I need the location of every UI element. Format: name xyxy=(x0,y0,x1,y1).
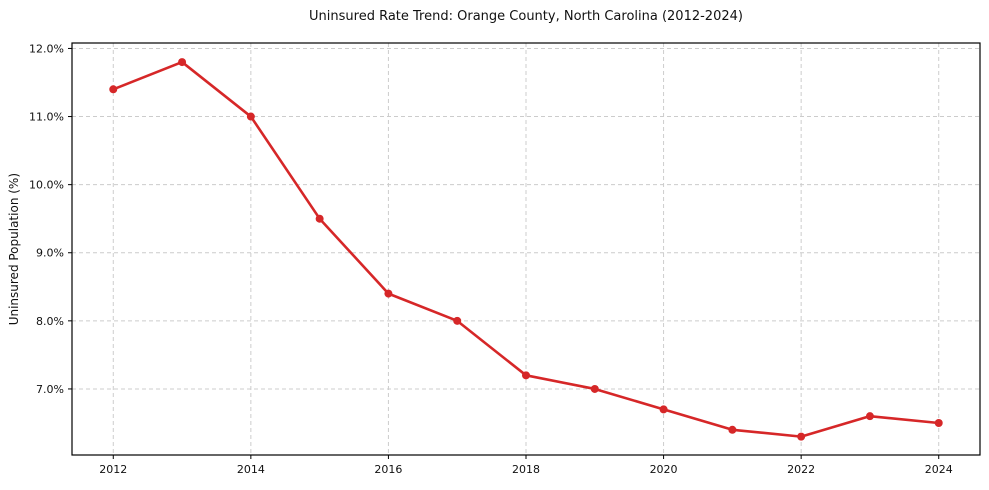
data-point-marker xyxy=(728,425,737,434)
x-axis-tick-label: 2024 xyxy=(925,463,953,476)
x-axis-tick-label: 2020 xyxy=(650,463,678,476)
data-point-marker xyxy=(178,58,187,67)
x-axis-tick-label: 2022 xyxy=(787,463,815,476)
data-point-marker xyxy=(590,384,599,393)
y-axis-tick-label: 12.0% xyxy=(29,42,64,55)
data-point-marker xyxy=(659,405,668,414)
data-point-marker xyxy=(109,85,118,94)
y-axis-tick-label: 9.0% xyxy=(36,247,64,260)
y-axis-tick-label: 8.0% xyxy=(36,315,64,328)
x-axis-tick-label: 2016 xyxy=(374,463,402,476)
data-point-marker xyxy=(315,214,324,223)
x-axis-tick-label: 2012 xyxy=(99,463,127,476)
x-axis-tick-label: 2018 xyxy=(512,463,540,476)
data-point-marker xyxy=(934,418,943,427)
data-point-marker xyxy=(246,112,255,121)
data-point-marker xyxy=(522,371,530,380)
data-point-marker xyxy=(384,289,393,298)
data-point-marker xyxy=(453,316,462,325)
y-axis-tick-label: 11.0% xyxy=(29,111,64,124)
x-axis-tick-label: 2014 xyxy=(237,463,265,476)
data-point-marker xyxy=(797,432,806,441)
data-point-marker xyxy=(865,412,874,421)
chart-title: Uninsured Rate Trend: Orange County, Nor… xyxy=(309,9,743,24)
y-axis-tick-label: 7.0% xyxy=(36,383,64,396)
y-axis-tick-label: 10.0% xyxy=(29,179,64,192)
